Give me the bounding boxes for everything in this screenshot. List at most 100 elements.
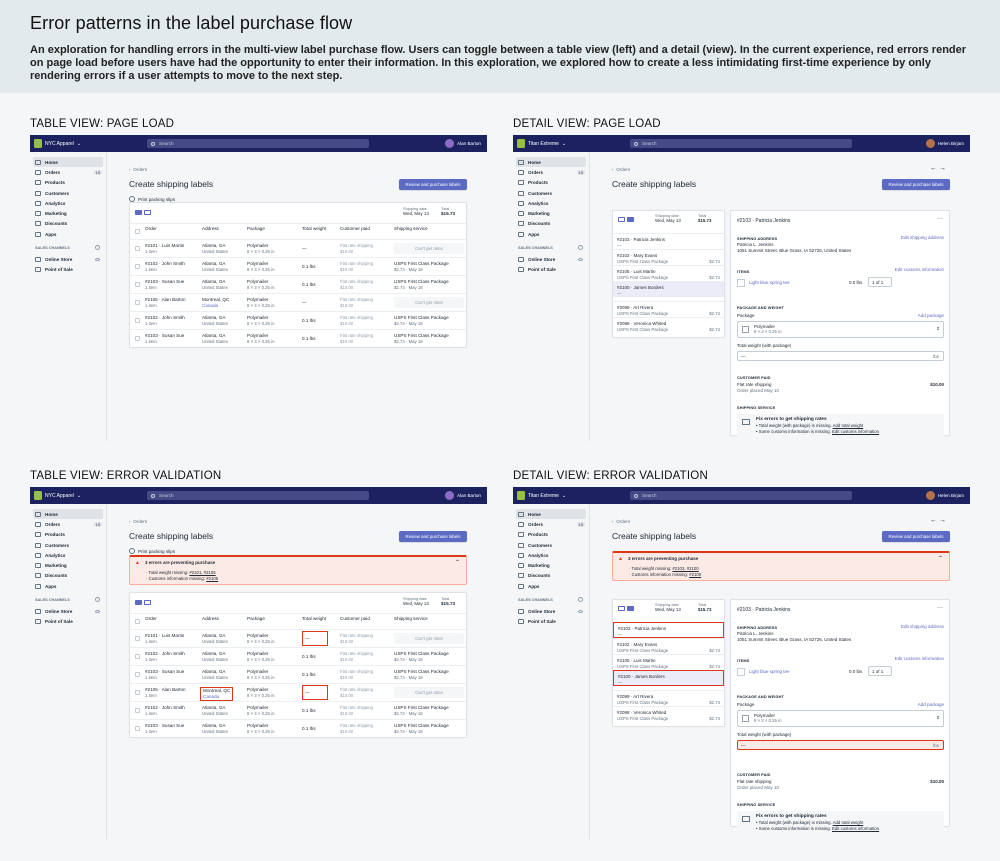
channel-online-store[interactable]: Online Store (30, 254, 106, 264)
review-purchase-button[interactable]: Review and purchase labels (882, 531, 950, 542)
add-channel-icon[interactable] (95, 597, 100, 603)
order-link[interactable]: #2102 · John Smith (145, 651, 185, 656)
add-total-weight-link[interactable]: Add total weight (832, 423, 864, 428)
channel-point-of-sale[interactable]: Point of Sale (30, 617, 106, 627)
sidebar-item-orders[interactable]: Orders 15 (513, 167, 589, 177)
order-list-item[interactable]: #2098 · Veronica Whited USPS First Class… (613, 317, 724, 333)
row-checkbox[interactable] (135, 264, 140, 269)
select-all-checkbox[interactable] (135, 619, 140, 624)
sidebar-item-apps[interactable]: Apps (30, 229, 106, 239)
address-country[interactable]: Canada (203, 694, 220, 699)
more-actions-icon[interactable]: ··· (937, 605, 943, 611)
row-checkbox[interactable] (135, 246, 140, 251)
shipping-service[interactable]: USPS First Class Package (394, 315, 449, 320)
add-channel-icon[interactable] (95, 245, 100, 251)
eye-icon[interactable] (578, 610, 583, 614)
add-channel-icon[interactable] (578, 245, 583, 251)
order-list-item[interactable]: #2105 · Luis Martin USPS First Class Pac… (613, 654, 724, 670)
item-quantity-select[interactable]: 1 of 1 (868, 277, 892, 287)
view-toggle[interactable] (618, 606, 634, 611)
shipping-date[interactable]: Wed, May 13 (403, 601, 429, 606)
previous-arrow-icon[interactable]: ← (930, 517, 939, 524)
total-weight-input[interactable]: 0.1 lbs (302, 672, 316, 677)
package-select[interactable]: Polymailer 8 × 3 × 0.25 in ⇕ (737, 710, 944, 727)
print-packing-slips-button[interactable]: Print packing slips (129, 196, 175, 202)
user-menu[interactable]: Helen Birjam (925, 139, 964, 148)
shipping-service[interactable]: USPS First Class Package (394, 651, 449, 656)
search-input[interactable]: Search (147, 491, 369, 500)
collapse-chevron-icon[interactable]: ⌃ (454, 560, 460, 566)
search-input[interactable]: Search (630, 139, 852, 148)
sidebar-item-products[interactable]: Products (30, 178, 106, 188)
sidebar-item-home[interactable]: Home (33, 509, 103, 520)
view-toggle[interactable] (135, 600, 151, 605)
eye-icon[interactable] (95, 610, 100, 614)
channel-online-store[interactable]: Online Store (30, 606, 106, 616)
sidebar-item-orders[interactable]: Orders 15 (30, 519, 106, 529)
order-list-item[interactable]: #2102 · Mary Evans USPS First Class Pack… (613, 638, 724, 654)
order-list-item[interactable]: #2103 · Patricia Jenkins — (613, 233, 724, 249)
store-switcher[interactable]: Titan Extreme ⌄ (517, 139, 566, 148)
breadcrumb[interactable]: ‹ Orders (129, 519, 147, 524)
total-weight-input[interactable]: 0.1 lbs (302, 654, 316, 659)
store-switcher[interactable]: Titan Extreme ⌄ (517, 491, 566, 500)
detail-view-icon[interactable] (144, 600, 151, 605)
total-weight-input[interactable]: — (302, 631, 328, 646)
store-switcher[interactable]: NYC Apparel ⌄ (34, 491, 81, 500)
row-checkbox[interactable] (135, 690, 140, 695)
row-checkbox[interactable] (135, 672, 140, 677)
order-list-item[interactable]: #2103 · Patricia Jenkins — (613, 622, 724, 638)
order-link[interactable]: #2103 · Susan Sue (145, 279, 185, 284)
total-weight-input[interactable]: — lbs (737, 740, 944, 750)
add-package-link[interactable]: Add package (917, 313, 944, 318)
total-weight-input[interactable]: — lbs (737, 351, 944, 361)
view-toggle[interactable] (135, 210, 151, 215)
total-weight-input[interactable]: — (302, 685, 328, 700)
order-link[interactable]: #2103 · Susan Sue (145, 669, 185, 674)
detail-view-icon[interactable] (627, 217, 634, 222)
collapse-chevron-icon[interactable]: ⌃ (937, 556, 943, 562)
edit-shipping-address-link[interactable]: Edit shipping address (900, 624, 944, 629)
table-row[interactable]: #2103 · Susan Sue 1 item Atlanta, GA Unite… (130, 665, 466, 683)
order-list-item[interactable]: #2102 · Mary Evans USPS First Class Pack… (613, 249, 724, 265)
edit-customs-link[interactable]: Edit customs information (894, 267, 944, 272)
shipping-service[interactable]: USPS First Class Package (394, 261, 449, 266)
table-row[interactable]: #2101 · Luis Martin 1 item Atlanta, GA Uni… (130, 239, 466, 257)
sidebar-item-analytics[interactable]: Analytics (30, 198, 106, 208)
channel-online-store[interactable]: Online Store (513, 606, 589, 616)
more-actions-icon[interactable]: ··· (937, 216, 943, 222)
channel-point-of-sale[interactable]: Point of Sale (513, 617, 589, 627)
row-checkbox[interactable] (135, 654, 140, 659)
row-checkbox[interactable] (135, 336, 140, 341)
sidebar-item-orders[interactable]: Orders 15 (30, 167, 106, 177)
sidebar-item-customers[interactable]: Customers (513, 540, 589, 550)
order-link[interactable]: #2103 · Susan Sue (145, 333, 185, 338)
sidebar-item-products[interactable]: Products (30, 530, 106, 540)
total-weight-input[interactable]: 0.1 lbs (302, 264, 316, 269)
breadcrumb[interactable]: ‹ Orders (612, 167, 630, 172)
item-quantity-select[interactable]: 1 of 1 (868, 666, 892, 676)
sidebar-item-products[interactable]: Products (513, 178, 589, 188)
sidebar-item-home[interactable]: Home (33, 157, 103, 168)
table-row[interactable]: #2103 · Susan Sue 1 item Atlanta, GA Unite… (130, 275, 466, 293)
total-weight-input[interactable]: — (302, 246, 307, 251)
search-input[interactable]: Search (147, 139, 369, 148)
sidebar-item-analytics[interactable]: Analytics (30, 550, 106, 560)
next-arrow-icon[interactable]: → (939, 165, 948, 172)
add-package-link[interactable]: Add package (917, 702, 944, 707)
table-row[interactable]: #2103 · Susan Sue 1 item Atlanta, GA Unite… (130, 329, 466, 347)
order-link[interactable]: #2102 · John Smith (145, 315, 185, 320)
order-list-item[interactable]: #2105 · Luis Martin USPS First Class Pac… (613, 265, 724, 281)
row-checkbox[interactable] (135, 726, 140, 731)
order-link[interactable]: #2102 · John Smith (145, 705, 185, 710)
item-link[interactable]: Light blue spring tee (749, 669, 790, 674)
table-row[interactable]: #2103 · Susan Sue 1 item Atlanta, GA Unite… (130, 719, 466, 737)
breadcrumb[interactable]: ‹ Orders (129, 167, 147, 172)
order-list-item[interactable]: #2099 · Art Rivera USPS First Class Pack… (613, 301, 724, 317)
search-input[interactable]: Search (630, 491, 852, 500)
detail-view-icon[interactable] (627, 606, 634, 611)
sidebar-item-apps[interactable]: Apps (513, 229, 589, 239)
sidebar-item-discounts[interactable]: Discounts (30, 219, 106, 229)
order-link[interactable]: #2101 · Luis Martin (145, 243, 185, 248)
sidebar-item-marketing[interactable]: Marketing (30, 560, 106, 570)
